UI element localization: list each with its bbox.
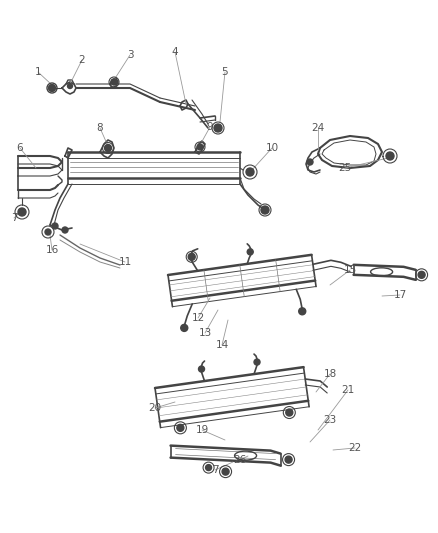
Text: 3: 3	[127, 50, 133, 60]
Circle shape	[49, 85, 56, 92]
Circle shape	[177, 424, 184, 431]
Circle shape	[188, 253, 195, 260]
Text: 26: 26	[233, 455, 247, 465]
Text: 6: 6	[17, 143, 23, 153]
Text: 17: 17	[393, 290, 406, 300]
Circle shape	[286, 409, 293, 416]
Text: 5: 5	[222, 67, 228, 77]
Circle shape	[18, 208, 26, 216]
Text: 15: 15	[343, 265, 357, 275]
Text: 16: 16	[46, 245, 59, 255]
Text: 10: 10	[265, 143, 279, 153]
Circle shape	[307, 159, 313, 165]
Text: 23: 23	[323, 415, 337, 425]
Circle shape	[386, 152, 394, 160]
Text: 20: 20	[148, 403, 162, 413]
Text: 25: 25	[339, 163, 352, 173]
Text: 18: 18	[323, 369, 337, 379]
Text: 22: 22	[348, 443, 362, 453]
Circle shape	[62, 227, 68, 233]
Text: 1: 1	[35, 67, 41, 77]
Circle shape	[45, 229, 51, 235]
Circle shape	[247, 249, 253, 255]
Circle shape	[222, 468, 229, 475]
Text: 8: 8	[97, 123, 103, 133]
Text: 9: 9	[207, 122, 213, 132]
Text: 24: 24	[311, 123, 325, 133]
Text: 21: 21	[341, 385, 355, 395]
Text: 19: 19	[195, 425, 208, 435]
Circle shape	[285, 456, 292, 463]
Circle shape	[205, 465, 212, 471]
Text: 4: 4	[172, 47, 178, 57]
Circle shape	[214, 124, 222, 132]
Text: 12: 12	[191, 313, 205, 323]
Circle shape	[67, 84, 73, 88]
Circle shape	[261, 206, 269, 214]
Circle shape	[254, 359, 260, 365]
Text: 14: 14	[215, 340, 229, 350]
Circle shape	[198, 366, 205, 372]
Circle shape	[181, 325, 188, 332]
Circle shape	[52, 223, 58, 229]
Text: 11: 11	[118, 257, 132, 267]
Circle shape	[197, 144, 203, 150]
Text: 13: 13	[198, 328, 212, 338]
Circle shape	[111, 79, 117, 85]
Circle shape	[105, 144, 112, 151]
Text: 2: 2	[79, 55, 85, 65]
Circle shape	[418, 271, 425, 278]
Text: 7: 7	[11, 213, 18, 223]
Text: 7: 7	[212, 465, 218, 475]
Circle shape	[299, 308, 306, 315]
Circle shape	[246, 168, 254, 176]
